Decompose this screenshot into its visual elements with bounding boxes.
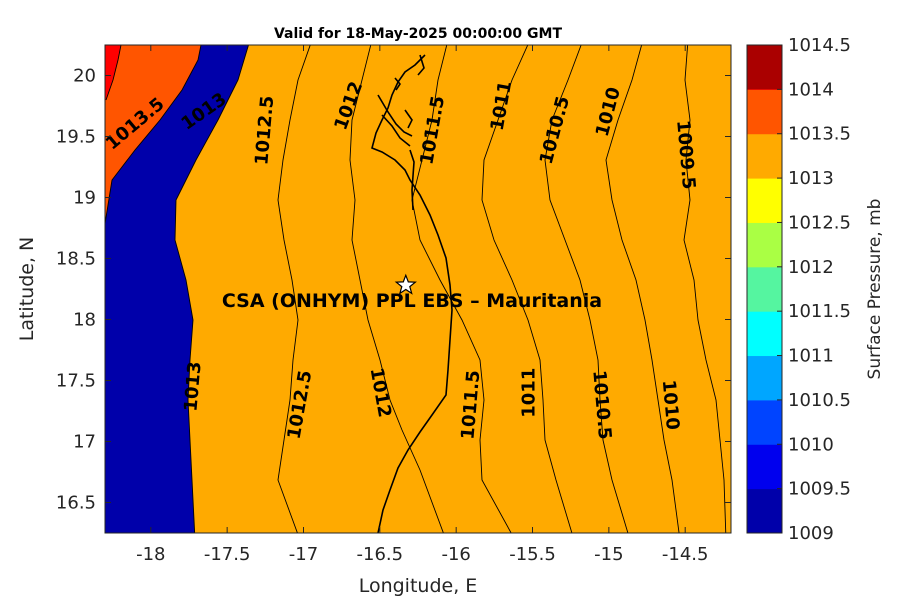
y-tick-label: 19: [73, 188, 96, 209]
colorbar-swatch: [747, 222, 782, 268]
band-1014: [105, 45, 121, 100]
contour-label: 1011: [518, 368, 539, 418]
coastline: [371, 54, 453, 533]
y-tick-label: 18.5: [56, 249, 96, 270]
colorbar-swatch: [747, 399, 782, 445]
colorbar-swatch: [747, 355, 782, 401]
colorbar-swatch: [747, 266, 782, 312]
colorbar-tick-label: 1014.5: [788, 35, 851, 56]
colorbar-tick-label: 1011: [788, 346, 834, 367]
x-tick-label: -14.5: [662, 544, 709, 565]
y-tick-label: 17: [73, 432, 96, 453]
colorbar-swatch: [747, 444, 782, 490]
colorbar-tick-label: 1014: [788, 79, 834, 100]
x-tick-label: -16: [441, 544, 470, 565]
x-tick-label: -17.5: [204, 544, 251, 565]
contour-lines: [105, 45, 727, 533]
contour-label-group: 1013.5 1013 1012.5 1012 1011.5 1011 1010.5 1010…: [102, 79, 699, 441]
colorbar-frame: [746, 44, 783, 534]
colorbar-tick-label: 1009.5: [788, 479, 851, 500]
x-tick-label: -17: [289, 544, 318, 565]
site-star-icon: [394, 273, 417, 295]
y-tick-label: 18: [73, 310, 96, 331]
colorbar-swatch: [747, 89, 782, 135]
x-axis: -18 -17.5 -17 -16.5 -16 -15.5 -15 -14.5: [136, 45, 708, 565]
contour-label: 1010: [658, 379, 683, 431]
site-group: CSA (ONHYM) PPL EBS – Mauritania: [222, 273, 602, 312]
plot-frame: [104, 44, 732, 534]
colorbar-swatch: [747, 133, 782, 179]
x-tick-label: -16.5: [357, 544, 404, 565]
colorbar-swatch-top: [747, 45, 782, 90]
colorbar-tick-label: 1013.5: [788, 124, 851, 145]
colorbar-swatch: [747, 488, 782, 534]
colorbar-tick-label: 1010: [788, 434, 834, 455]
x-axis-label: Longitude, E: [359, 575, 478, 597]
colorbar-label: Surface Pressure, mb: [865, 199, 885, 380]
colorbar-tick-label: 1010.5: [788, 390, 851, 411]
colorbar-swatch: [747, 311, 782, 357]
y-tick-label: 16.5: [56, 493, 96, 514]
contour-fill: [105, 45, 731, 533]
y-tick-label: 20: [73, 66, 96, 87]
y-tick-label: 19.5: [56, 127, 96, 148]
colorbar-tick-label: 1012.5: [788, 212, 851, 233]
colorbar-swatch: [747, 178, 782, 223]
colorbar-tick-label: 1012: [788, 257, 834, 278]
x-tick-label: -15.5: [509, 544, 556, 565]
y-axis: 16.5 17 17.5 18 18.5 19 19.5 20: [56, 66, 731, 514]
site-label: CSA (ONHYM) PPL EBS – Mauritania: [222, 290, 602, 312]
colorbar-tick-label: 1009: [788, 523, 834, 544]
colorbar: 1009 1009.5 1010 1010.5 1011 1011.5 1012 1012.5…: [746, 35, 851, 544]
x-tick-label: -18: [136, 544, 165, 565]
band-1013-5: [105, 45, 201, 224]
y-axis-label: Latitude, N: [16, 237, 38, 342]
contour-label: 1013: [180, 361, 205, 413]
band-1013: [175, 45, 731, 533]
x-tick-label: -15: [594, 544, 623, 565]
map-title: Valid for 18-May-2025 00:00:00 GMT: [274, 26, 562, 42]
colorbar-tick-label: 1013: [788, 168, 834, 189]
y-tick-label: 17.5: [56, 371, 96, 392]
colorbar-tick-label: 1011.5: [788, 301, 851, 322]
